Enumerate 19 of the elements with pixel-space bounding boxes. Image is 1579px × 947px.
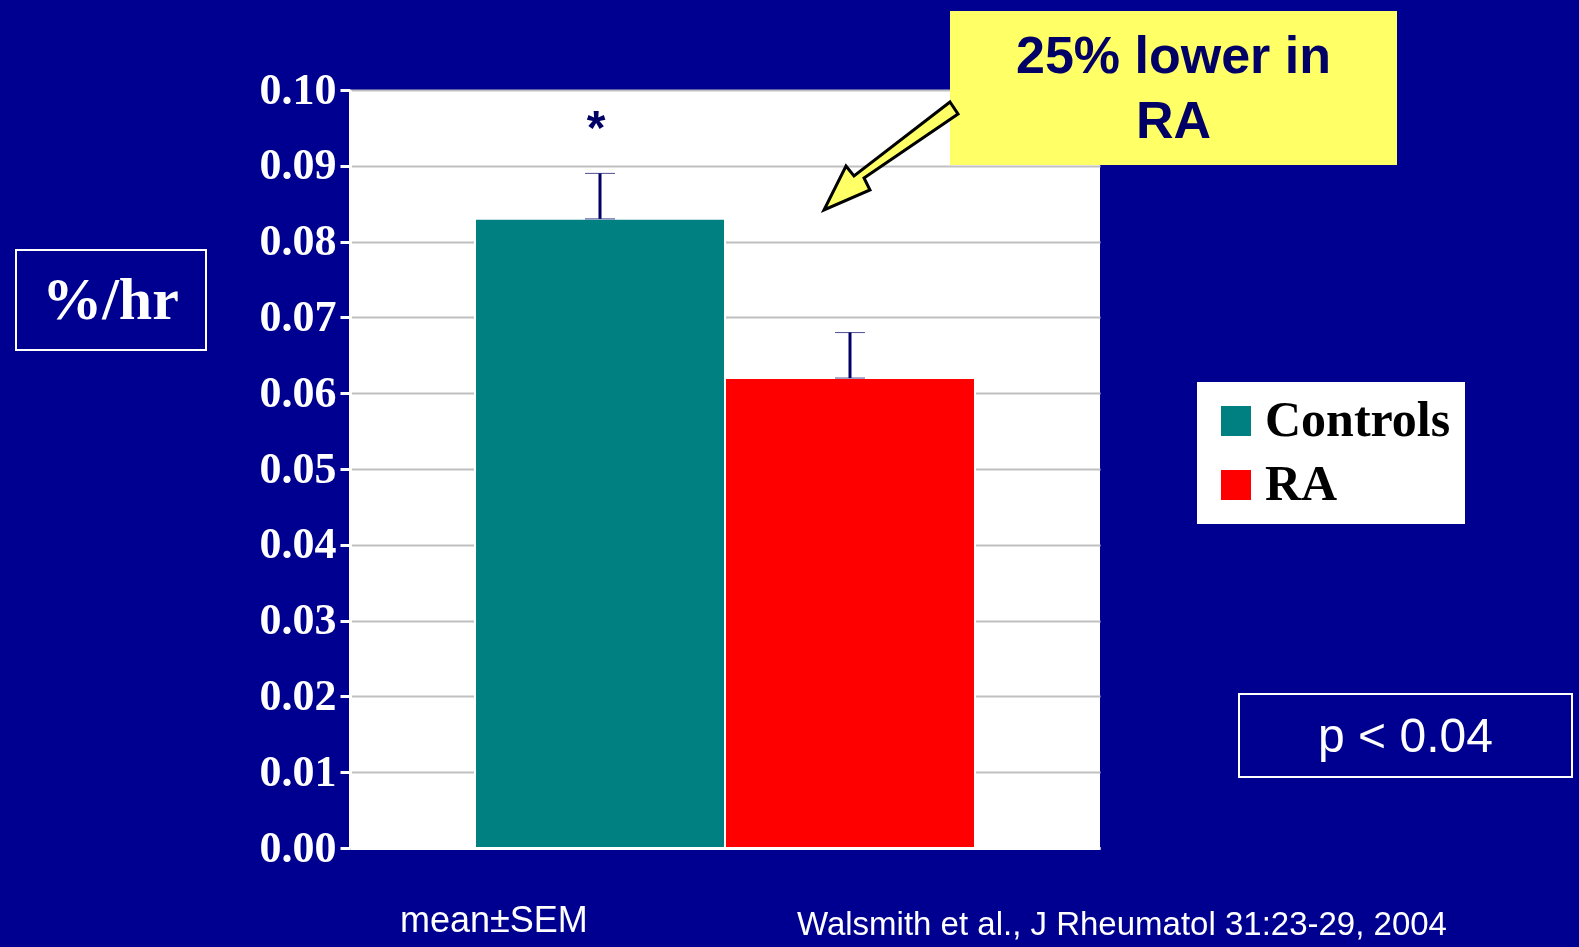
y-tick-label: 0.01 [259, 746, 337, 796]
y-tick-label: 0.09 [259, 140, 337, 190]
y-tick-label: 0.03 [259, 595, 337, 645]
text: Walsmith et al., J Rheumatol 31:23-29, 2004 [797, 905, 1447, 942]
text: mean±SEM [400, 899, 588, 940]
y-tick-label: 0.08 [259, 216, 337, 266]
y-tick-label: 0.05 [259, 443, 337, 493]
y-tick-label: 0.06 [259, 367, 337, 417]
y-tick-label: 0.10 [259, 64, 337, 114]
text: p < 0.04 [1318, 707, 1493, 764]
legend-label: RA [1265, 455, 1338, 511]
y-tick-label: 0.02 [259, 670, 337, 720]
y-tick-label: 0.04 [259, 519, 337, 569]
legend-label: Controls [1265, 391, 1451, 447]
annotation: 25% lower in RA [1015, 25, 1332, 151]
y-tick-label: 0.00 [259, 822, 337, 872]
annotation: * [586, 101, 606, 154]
y-axis-title: %/hr [42, 265, 179, 332]
y-tick-label: 0.07 [259, 291, 337, 341]
